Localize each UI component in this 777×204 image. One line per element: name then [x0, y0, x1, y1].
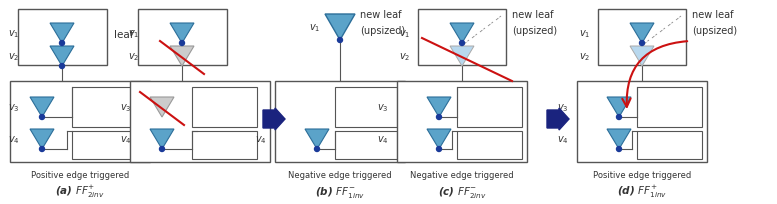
Polygon shape — [325, 15, 355, 41]
Bar — [192, 88, 257, 127]
Circle shape — [616, 147, 622, 152]
Polygon shape — [305, 129, 329, 149]
FancyArrow shape — [263, 109, 285, 130]
Polygon shape — [630, 47, 654, 67]
Text: $v_3$: $v_3$ — [8, 102, 19, 113]
Text: $v_3$: $v_3$ — [120, 102, 131, 113]
Circle shape — [437, 147, 441, 152]
Bar — [637, 88, 702, 127]
Bar — [418, 10, 506, 66]
Circle shape — [437, 115, 441, 120]
Text: Negative edge triggered: Negative edge triggered — [410, 170, 514, 179]
Polygon shape — [50, 24, 74, 44]
Circle shape — [337, 38, 343, 43]
Polygon shape — [170, 24, 194, 44]
Text: new leaf: new leaf — [360, 10, 402, 20]
Text: $v_4$: $v_4$ — [557, 133, 569, 145]
Circle shape — [60, 64, 64, 69]
Circle shape — [459, 41, 465, 46]
Circle shape — [159, 147, 165, 152]
Text: $v_3$: $v_3$ — [557, 102, 569, 113]
Bar — [130, 82, 270, 162]
Text: $v_2$: $v_2$ — [8, 51, 19, 63]
Text: Positive edge triggered: Positive edge triggered — [31, 170, 129, 179]
Polygon shape — [630, 24, 654, 44]
Polygon shape — [50, 47, 74, 67]
Text: new leaf: new leaf — [692, 10, 733, 20]
Bar — [335, 131, 397, 159]
Bar — [577, 82, 707, 162]
Circle shape — [616, 115, 622, 120]
Bar — [637, 131, 702, 159]
Text: (upsized): (upsized) — [692, 26, 737, 36]
Polygon shape — [170, 47, 194, 67]
Text: $v_1$: $v_1$ — [399, 28, 410, 40]
Bar — [192, 131, 257, 159]
Bar — [18, 10, 107, 66]
FancyArrow shape — [547, 109, 569, 130]
Text: new leaf: new leaf — [512, 10, 553, 20]
Text: (b) $FF_{1inv}^{-}$: (b) $FF_{1inv}^{-}$ — [315, 184, 365, 199]
Polygon shape — [150, 98, 174, 118]
Text: $v_4$: $v_4$ — [8, 133, 19, 145]
Polygon shape — [30, 129, 54, 149]
Bar — [275, 82, 405, 162]
Bar — [457, 88, 522, 127]
Circle shape — [179, 41, 184, 46]
Bar — [598, 10, 686, 66]
Circle shape — [40, 147, 44, 152]
Bar — [138, 10, 227, 66]
Text: Positive edge triggered: Positive edge triggered — [593, 170, 691, 179]
Text: $v_2$: $v_2$ — [579, 51, 590, 63]
Text: leaf: leaf — [114, 30, 134, 40]
Circle shape — [40, 115, 44, 120]
Circle shape — [639, 41, 644, 46]
Text: $v_4$: $v_4$ — [256, 133, 267, 145]
Polygon shape — [150, 129, 174, 149]
Bar — [10, 82, 150, 162]
Polygon shape — [607, 98, 631, 118]
Polygon shape — [30, 98, 54, 118]
Text: (c) $FF_{2inv}^{-}$: (c) $FF_{2inv}^{-}$ — [437, 184, 486, 199]
Text: (d) $FF_{1inv}^{+}$: (d) $FF_{1inv}^{+}$ — [617, 183, 667, 199]
Polygon shape — [427, 98, 451, 118]
Text: $v_2$: $v_2$ — [128, 51, 139, 63]
Text: $v_4$: $v_4$ — [120, 133, 132, 145]
Bar — [72, 131, 137, 159]
Text: $v_1$: $v_1$ — [308, 22, 320, 34]
Bar — [72, 88, 137, 127]
Text: $v_1$: $v_1$ — [579, 28, 590, 40]
Text: $v_1$: $v_1$ — [8, 28, 19, 40]
Bar — [397, 82, 527, 162]
Polygon shape — [427, 129, 451, 149]
Circle shape — [60, 41, 64, 46]
Text: $v_2$: $v_2$ — [399, 51, 410, 63]
Text: $v_1$: $v_1$ — [128, 28, 139, 40]
Text: (upsized): (upsized) — [360, 26, 405, 36]
Bar — [457, 131, 522, 159]
Polygon shape — [607, 129, 631, 149]
Text: $v_3$: $v_3$ — [378, 102, 389, 113]
Text: (upsized): (upsized) — [512, 26, 557, 36]
Text: $v_4$: $v_4$ — [378, 133, 389, 145]
Text: (a) $FF_{2inv}^{+}$: (a) $FF_{2inv}^{+}$ — [55, 183, 105, 199]
Polygon shape — [450, 47, 474, 67]
Polygon shape — [450, 24, 474, 44]
Bar — [335, 88, 397, 127]
Circle shape — [315, 147, 319, 152]
Text: Negative edge triggered: Negative edge triggered — [288, 170, 392, 179]
